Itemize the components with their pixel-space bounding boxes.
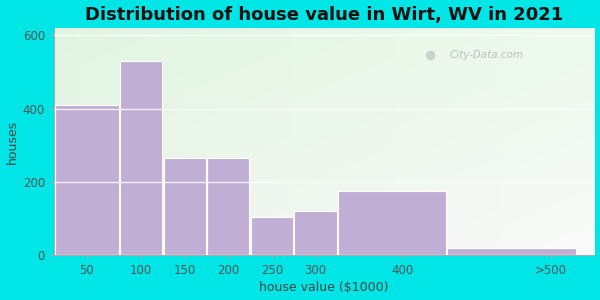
Bar bbox=[251, 217, 293, 255]
Y-axis label: houses: houses bbox=[5, 119, 19, 164]
Title: Distribution of house value in Wirt, WV in 2021: Distribution of house value in Wirt, WV … bbox=[85, 6, 563, 24]
Bar bbox=[120, 61, 163, 255]
Bar bbox=[338, 191, 446, 255]
Bar bbox=[295, 211, 337, 255]
X-axis label: house value ($1000): house value ($1000) bbox=[259, 281, 389, 294]
Bar bbox=[55, 105, 119, 255]
Bar bbox=[164, 158, 206, 255]
Bar bbox=[447, 248, 577, 255]
Text: City-Data.com: City-Data.com bbox=[449, 50, 523, 60]
Bar bbox=[207, 158, 250, 255]
